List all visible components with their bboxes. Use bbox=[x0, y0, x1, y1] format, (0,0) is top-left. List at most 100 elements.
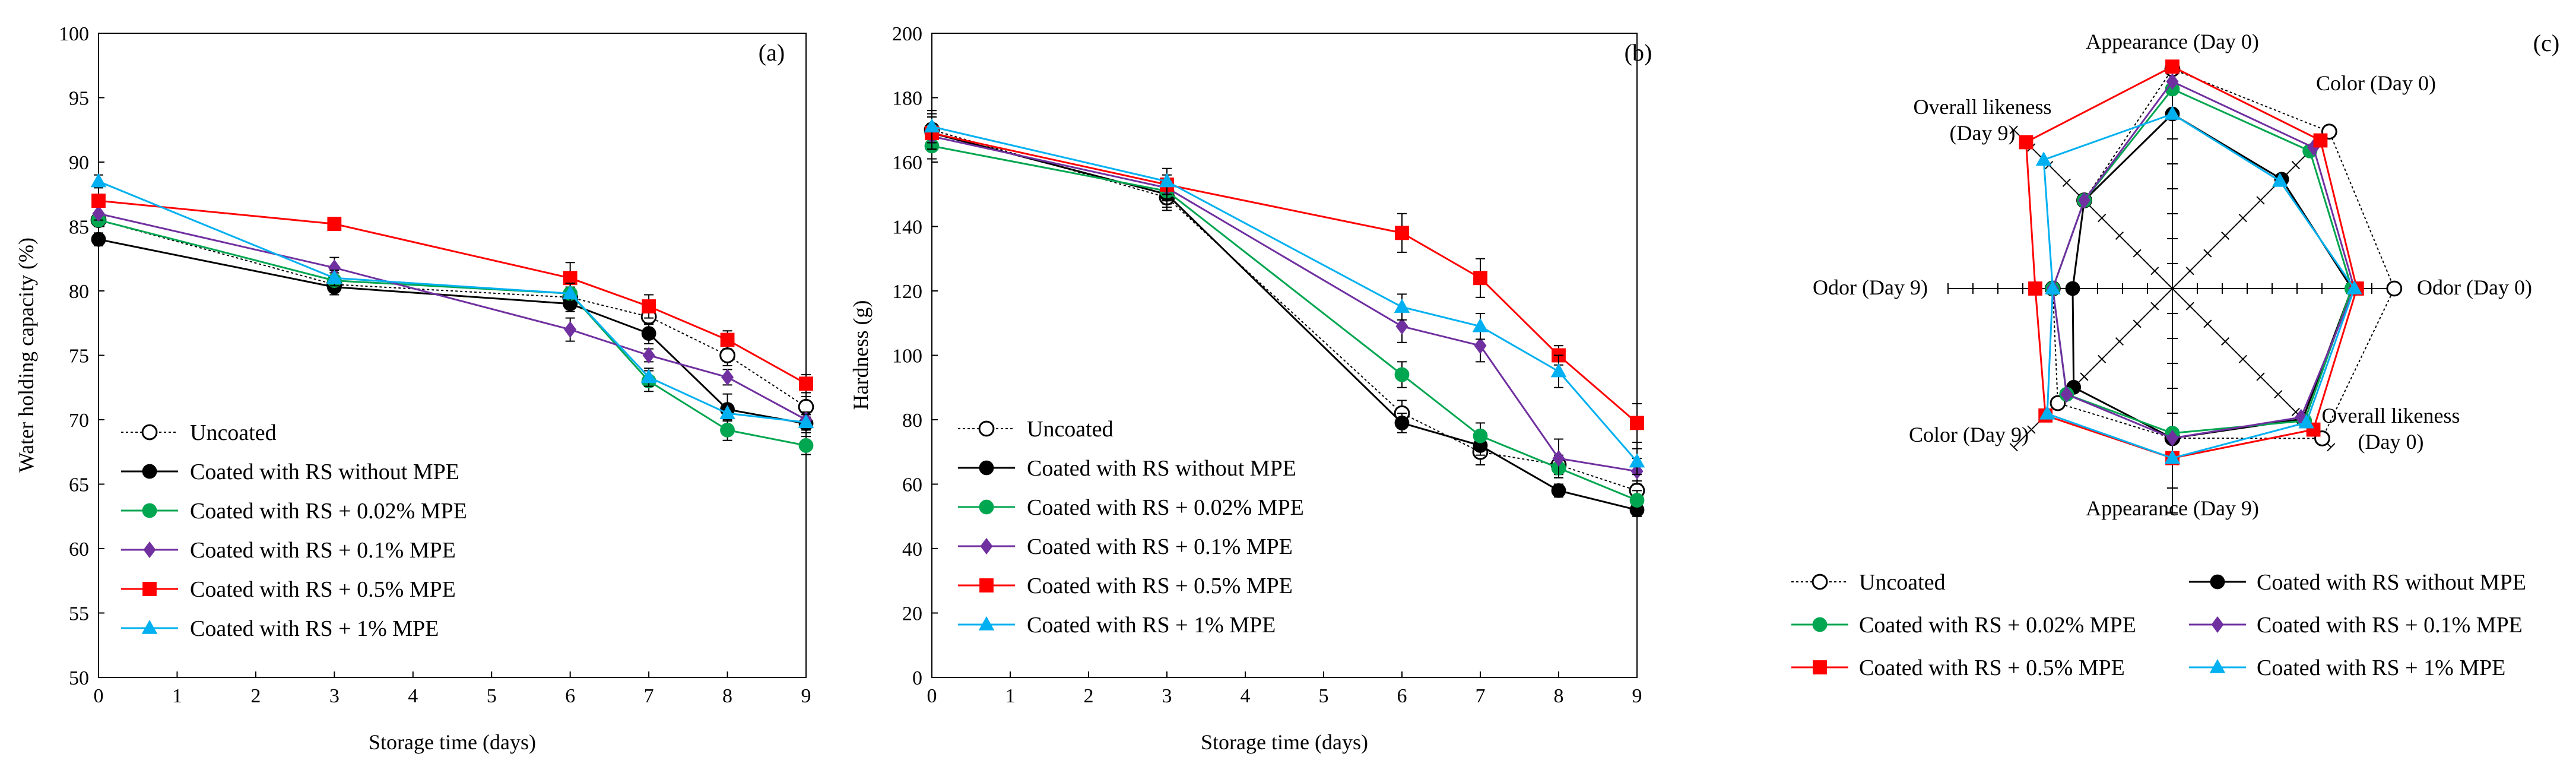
chart-b-ytick-label: 80 bbox=[902, 410, 922, 432]
chart-c-point bbox=[2164, 106, 2181, 120]
chart-c: (c) Appearance (Day 0) Color (Day 0) Odor … bbox=[1813, 30, 2559, 520]
chart-b-point bbox=[1394, 299, 1410, 313]
chart-b-line bbox=[931, 125, 1638, 462]
chart-a-xtick-label: 4 bbox=[408, 685, 418, 707]
chart-a-line bbox=[98, 199, 807, 385]
chart-a-ytick-label: 65 bbox=[69, 474, 89, 496]
chart-b-legend-marker bbox=[979, 460, 994, 476]
chart-a-legend: Uncoated Coated with RS without MPE Coated… bbox=[121, 420, 467, 641]
chart-a-point bbox=[328, 259, 341, 276]
chart-b-series-coated-with-rs-1-mpe bbox=[924, 110, 1645, 476]
chart-c-axis-tick bbox=[2238, 354, 2247, 363]
chart-c-legend-marker bbox=[2209, 659, 2226, 673]
chart-a-ytick-label: 100 bbox=[59, 23, 89, 45]
chart-c-legend-marker bbox=[1813, 660, 1827, 674]
chart-c-axis-tick bbox=[2274, 390, 2283, 399]
chart-b-point bbox=[1395, 318, 1408, 335]
chart-c-series-coated-with-rs-1-mpe bbox=[2035, 106, 2362, 464]
chart-a-legend-label: Coated with RS + 0.02% MPE bbox=[190, 499, 467, 524]
chart-b-point bbox=[924, 118, 940, 133]
chart-c-point bbox=[2166, 430, 2179, 446]
chart-b-ytick-label: 200 bbox=[892, 23, 922, 45]
chart-b-legend-label: Coated with RS without MPE bbox=[1027, 456, 1296, 481]
chart-c-axis-label: Overall likeness (Day 9) bbox=[1914, 95, 2052, 145]
chart-c-axis-tick bbox=[2221, 231, 2230, 240]
chart-c-axis-tick bbox=[2080, 372, 2089, 381]
chart-b-point bbox=[1629, 453, 1645, 468]
chart-a-legend-label: Coated with RS + 0.5% MPE bbox=[190, 577, 456, 602]
chart-a-xtick-label: 9 bbox=[801, 685, 811, 707]
chart-b-legend-label: Coated with RS + 1% MPE bbox=[1027, 613, 1276, 638]
chart-b-ytick-label: 60 bbox=[902, 474, 922, 496]
chart-a-line bbox=[98, 238, 807, 424]
chart-a-legend-label: Coated with RS + 1% MPE bbox=[190, 616, 439, 641]
chart-a-legend-marker bbox=[142, 464, 157, 479]
chart-b-point bbox=[1629, 493, 1645, 508]
chart-b-legend-marker bbox=[979, 499, 994, 515]
chart-a-legend-label: Uncoated bbox=[190, 420, 277, 445]
chart-a-point bbox=[562, 285, 578, 300]
chart-c-axis-tick bbox=[2062, 178, 2071, 187]
chart-a-series-coated-with-rs-0-1-mpe bbox=[92, 205, 813, 429]
chart-c-axis-tick bbox=[2150, 302, 2159, 311]
chart-b-legend-marker bbox=[980, 538, 993, 555]
chart-a-point bbox=[798, 438, 814, 453]
chart-c-point bbox=[2039, 405, 2055, 420]
chart-c-point bbox=[2298, 414, 2315, 429]
chart-b-ytick-label: 180 bbox=[892, 88, 922, 110]
chart-c-legend-marker bbox=[1812, 574, 1828, 590]
chart-c-point bbox=[2065, 281, 2080, 296]
chart-b-ytick-label: 140 bbox=[892, 217, 922, 239]
chart-b-xlabel: Storage time (days) bbox=[1201, 730, 1368, 754]
chart-c-axis-tick bbox=[2203, 249, 2212, 258]
chart-c-axis-label: Color (Day 9) bbox=[1909, 423, 2029, 446]
chart-c-axis-tick bbox=[2009, 125, 2018, 134]
chart-a-point bbox=[92, 205, 105, 222]
chart-b-legend-marker bbox=[978, 616, 995, 631]
chart-a-point bbox=[640, 369, 657, 384]
chart-a-point bbox=[719, 347, 735, 363]
chart-c-axis-tick bbox=[2185, 302, 2194, 311]
chart-c-legend-label: Coated with RS + 0.5% MPE bbox=[1859, 655, 2125, 680]
chart-c-axis-tick bbox=[2027, 425, 2036, 434]
chart-b-point bbox=[1159, 173, 1175, 188]
chart-c-axis-label: Odor (Day 0) bbox=[2417, 275, 2532, 299]
chart-b-line bbox=[931, 132, 1638, 511]
chart-a-legend-marker bbox=[142, 503, 157, 518]
chart-a-xtick-label: 5 bbox=[487, 685, 497, 707]
chart-b-ylabel: Hardness (g) bbox=[849, 300, 873, 410]
chart-a-point bbox=[90, 173, 107, 188]
chart-c-axis-tick bbox=[2238, 214, 2247, 223]
chart-b-point bbox=[1473, 271, 1487, 286]
chart-a-line bbox=[98, 180, 807, 423]
chart-b-xtick-label: 7 bbox=[1476, 685, 1486, 707]
chart-a-legend-label: Coated with RS + 0.1% MPE bbox=[190, 538, 456, 563]
chart-b-legend: Uncoated Coated with RS without MPE Coated… bbox=[958, 417, 1304, 638]
chart-c-legend-marker bbox=[2210, 574, 2225, 590]
chart-a-point bbox=[720, 422, 735, 438]
chart-a-xtick-label: 6 bbox=[565, 685, 575, 707]
chart-c-panel-label: (c) bbox=[2533, 30, 2559, 56]
chart-c-axis-tick bbox=[2221, 337, 2230, 346]
chart-a-series-coated-with-rs-0-02-mpe bbox=[91, 213, 814, 455]
chart-b-point bbox=[1551, 483, 1566, 498]
chart-c-axis-tick bbox=[2098, 214, 2107, 223]
chart-a-point bbox=[798, 414, 814, 429]
chart-c-polygon bbox=[2052, 68, 2395, 439]
chart-c-axis-tick bbox=[2133, 249, 2142, 258]
chart-a-point bbox=[721, 369, 734, 386]
chart-b-ytick-label: 100 bbox=[892, 346, 922, 368]
chart-b-xtick-label: 4 bbox=[1241, 685, 1251, 707]
chart-b-point bbox=[1473, 428, 1488, 443]
chart-a-point bbox=[91, 232, 106, 247]
chart-b-panel-label: (b) bbox=[1625, 39, 1652, 66]
chart-a-ylabel: Water holding capacity (%) bbox=[14, 237, 38, 473]
chart-b-series-uncoated bbox=[924, 113, 1645, 501]
chart-c-point bbox=[2386, 280, 2403, 297]
chart-a-ytick-label: 85 bbox=[69, 217, 89, 239]
chart-c-legend-label: Coated with RS + 0.1% MPE bbox=[2257, 613, 2523, 638]
chart-b-point bbox=[1474, 337, 1487, 354]
chart-b-line bbox=[931, 132, 1638, 424]
chart-b-legend-label: Coated with RS + 0.5% MPE bbox=[1027, 574, 1293, 598]
